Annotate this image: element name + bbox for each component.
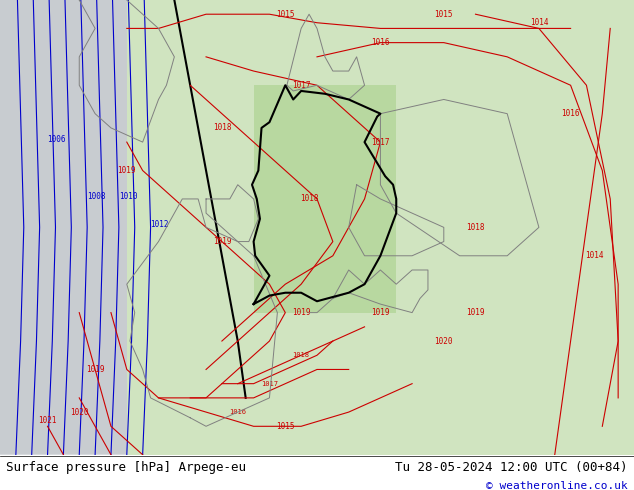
- Text: Tu 28-05-2024 12:00 UTC (00+84): Tu 28-05-2024 12:00 UTC (00+84): [395, 461, 628, 473]
- Text: 1006: 1006: [48, 135, 66, 144]
- Text: 1017: 1017: [261, 381, 278, 387]
- Text: 1019: 1019: [86, 365, 105, 374]
- Polygon shape: [254, 85, 396, 313]
- Text: 1014: 1014: [585, 251, 604, 260]
- Text: 1014: 1014: [529, 18, 548, 27]
- Text: 1018: 1018: [212, 123, 231, 132]
- Text: 1010: 1010: [119, 192, 138, 201]
- Text: © weatheronline.co.uk: © weatheronline.co.uk: [486, 481, 628, 490]
- Text: 1019: 1019: [292, 308, 311, 317]
- Text: 1021: 1021: [38, 416, 57, 425]
- Text: 1018: 1018: [293, 352, 309, 358]
- Text: 1019: 1019: [212, 237, 231, 246]
- Text: 1012: 1012: [150, 220, 169, 229]
- Text: 1016: 1016: [561, 109, 580, 118]
- Text: 1017: 1017: [371, 138, 390, 147]
- Text: 1008: 1008: [87, 192, 106, 201]
- Text: 1017: 1017: [292, 81, 311, 90]
- Text: 1015: 1015: [276, 422, 295, 431]
- Text: 1016: 1016: [371, 38, 390, 47]
- Text: 1019: 1019: [466, 308, 485, 317]
- Polygon shape: [0, 0, 285, 455]
- Text: 1020: 1020: [70, 408, 89, 416]
- Polygon shape: [127, 0, 634, 455]
- Text: 1018: 1018: [300, 195, 318, 203]
- Text: 1016: 1016: [230, 409, 246, 415]
- Text: 1018: 1018: [466, 223, 485, 232]
- Text: 1020: 1020: [434, 337, 453, 345]
- Text: 1019: 1019: [371, 308, 390, 317]
- Text: Surface pressure [hPa] Arpege-eu: Surface pressure [hPa] Arpege-eu: [6, 461, 247, 473]
- Text: 1015: 1015: [276, 10, 295, 19]
- Text: 1015: 1015: [434, 10, 453, 19]
- Text: 1019: 1019: [117, 166, 136, 175]
